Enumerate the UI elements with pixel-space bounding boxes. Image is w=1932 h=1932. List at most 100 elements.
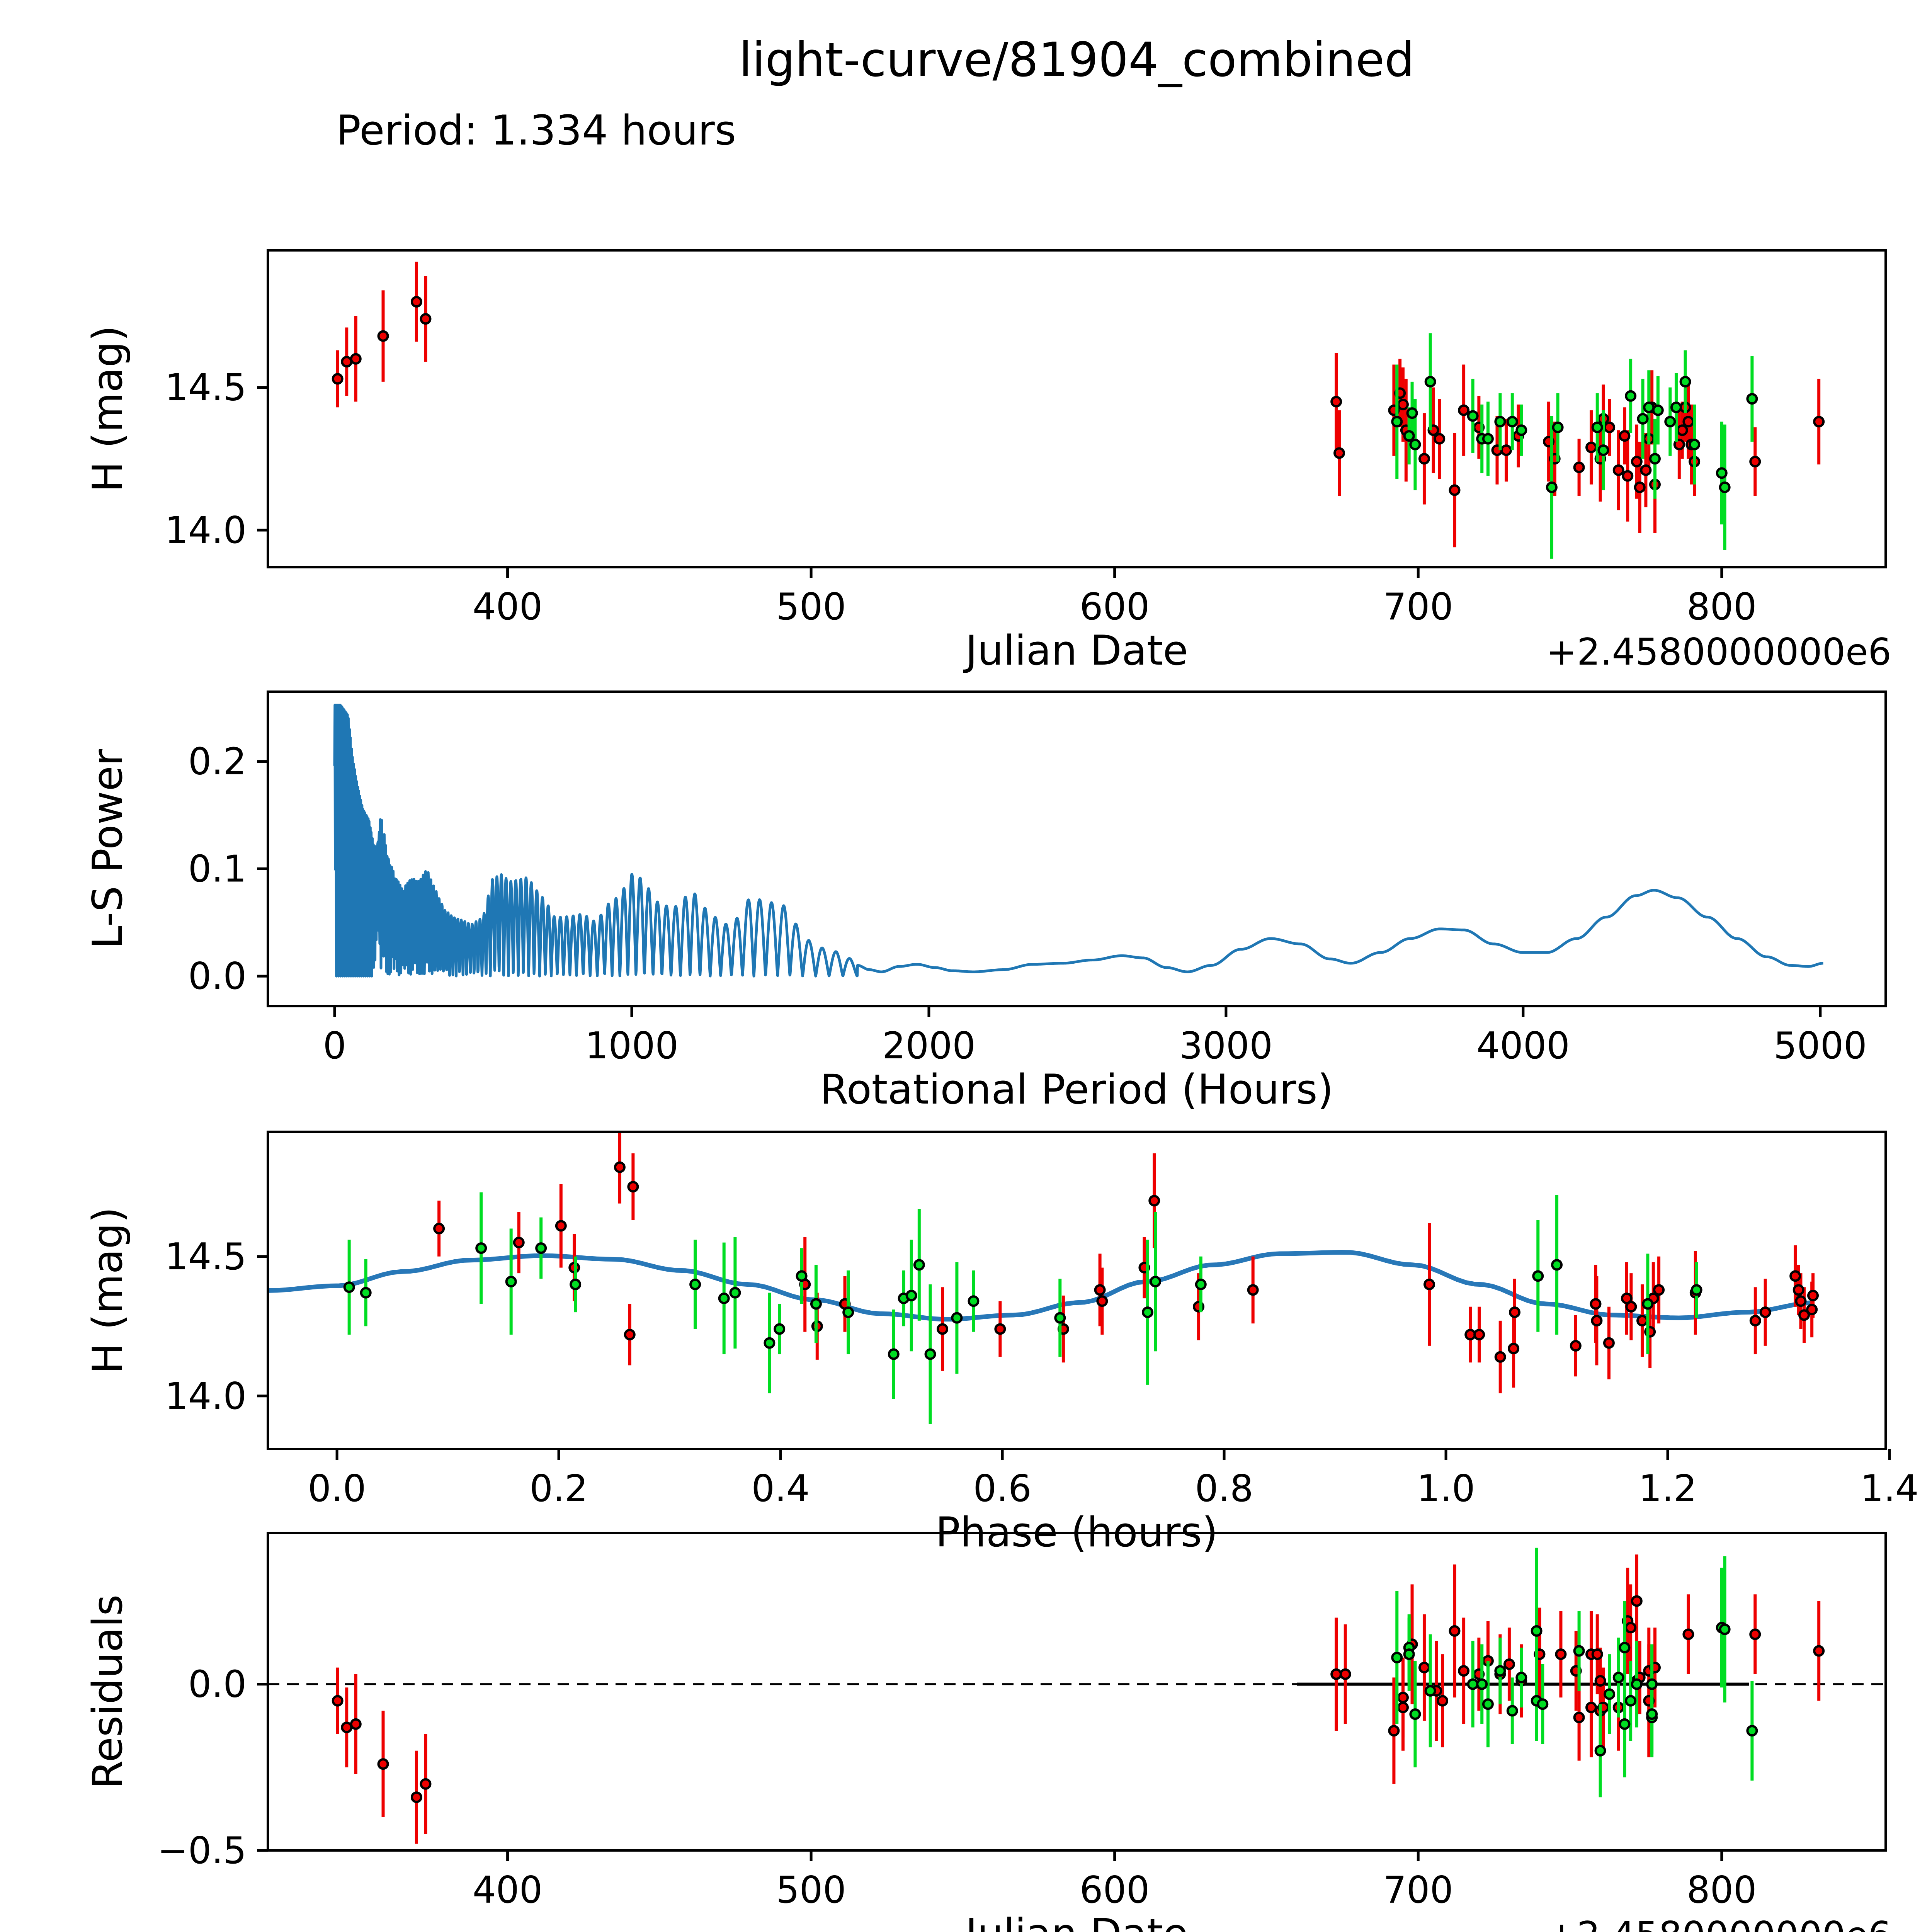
y-axis-label: Residuals bbox=[84, 1595, 131, 1789]
data-point bbox=[1482, 433, 1494, 445]
data-point bbox=[1494, 1351, 1506, 1363]
data-point bbox=[343, 1281, 355, 1293]
data-point bbox=[1719, 1623, 1731, 1635]
data-point bbox=[1682, 1628, 1694, 1640]
x-tick-label: 400 bbox=[473, 586, 543, 628]
data-point bbox=[1054, 1312, 1066, 1324]
x-tick-label: 600 bbox=[1080, 1869, 1150, 1912]
data-point bbox=[1409, 1708, 1421, 1720]
data-point bbox=[624, 1328, 636, 1340]
data-point bbox=[1508, 1343, 1520, 1355]
data-point bbox=[842, 1306, 854, 1318]
data-point bbox=[332, 1695, 344, 1707]
data-point bbox=[1247, 1284, 1259, 1296]
residuals-panel: 400 500 600 700 800 Julian Date +2.4580000000e… bbox=[84, 1532, 1891, 1932]
data-point bbox=[1603, 1337, 1615, 1349]
data-point bbox=[1749, 456, 1761, 468]
x-axis: 400 500 600 700 800 Julian Date +2.4580000000e… bbox=[473, 567, 1891, 674]
x-tick-label: 2000 bbox=[882, 1025, 976, 1067]
data-point bbox=[937, 1323, 949, 1335]
data-point bbox=[1793, 1284, 1804, 1296]
data-point bbox=[1625, 1301, 1637, 1313]
residuals-axes: 400 500 600 700 800 Julian Date +2.4580000000e… bbox=[84, 1532, 1891, 1932]
data-point bbox=[1482, 1698, 1494, 1710]
residuals-plot-area bbox=[268, 1548, 1886, 1844]
data-point bbox=[555, 1220, 567, 1232]
data-point bbox=[1494, 1665, 1506, 1677]
data-point bbox=[1195, 1278, 1207, 1290]
data-point bbox=[1597, 444, 1609, 456]
data-point bbox=[1397, 398, 1409, 410]
data-point bbox=[1552, 422, 1564, 434]
data-point bbox=[1631, 1595, 1643, 1607]
jd-lightcurve-dataset-green bbox=[1391, 333, 1758, 559]
data-point bbox=[1397, 1701, 1409, 1713]
data-point bbox=[1403, 1648, 1415, 1660]
data-point bbox=[1537, 1698, 1549, 1710]
data-point bbox=[1150, 1276, 1162, 1287]
data-point bbox=[1649, 453, 1661, 465]
data-point bbox=[951, 1312, 963, 1324]
data-point bbox=[433, 1223, 445, 1235]
data-point bbox=[1330, 396, 1342, 408]
data-point bbox=[1631, 1678, 1643, 1690]
y-tick-label: 14.5 bbox=[165, 367, 247, 409]
data-point bbox=[1573, 1711, 1585, 1723]
data-point bbox=[1807, 1289, 1819, 1301]
data-point bbox=[1573, 1645, 1585, 1657]
data-point bbox=[1573, 461, 1585, 473]
x-axis-label: Julian Date bbox=[963, 1910, 1188, 1932]
data-point bbox=[764, 1337, 776, 1349]
data-point bbox=[570, 1278, 582, 1290]
data-point bbox=[1555, 1648, 1567, 1660]
y-tick-label: 0.2 bbox=[188, 741, 247, 783]
data-point bbox=[1449, 484, 1461, 496]
data-point bbox=[810, 1298, 822, 1310]
data-point bbox=[1643, 401, 1655, 413]
jd-lightcurve-dataset-red bbox=[332, 262, 1825, 548]
data-point bbox=[1679, 376, 1691, 388]
data-point bbox=[1813, 416, 1825, 428]
data-point bbox=[332, 373, 344, 385]
data-point bbox=[888, 1348, 900, 1360]
data-point bbox=[1621, 1293, 1633, 1304]
data-point bbox=[905, 1289, 917, 1301]
data-point bbox=[1673, 439, 1685, 451]
x-tick-label: 3000 bbox=[1179, 1025, 1273, 1067]
data-point bbox=[913, 1259, 925, 1271]
data-point bbox=[420, 313, 432, 325]
data-point bbox=[718, 1293, 730, 1304]
data-point bbox=[377, 330, 389, 342]
data-point bbox=[968, 1295, 980, 1307]
data-point bbox=[1594, 1675, 1606, 1687]
data-point bbox=[377, 1758, 389, 1770]
data-point bbox=[410, 1791, 422, 1803]
data-point bbox=[535, 1242, 547, 1254]
x-tick-label: 500 bbox=[776, 586, 846, 628]
data-point bbox=[1449, 1625, 1461, 1637]
data-point bbox=[796, 1270, 808, 1282]
data-point bbox=[1759, 1306, 1771, 1318]
data-point bbox=[1689, 439, 1701, 451]
x-tick-label: 0.0 bbox=[308, 1468, 366, 1510]
data-point bbox=[1637, 413, 1649, 425]
data-point bbox=[1500, 444, 1512, 456]
data-point bbox=[1423, 1278, 1435, 1290]
data-point bbox=[1625, 1695, 1637, 1707]
y-axis-label: L-S Power bbox=[84, 749, 131, 949]
data-point bbox=[1467, 1678, 1479, 1690]
x-axis: 0 1000 2000 3000 4000 5000 Rotational Period (… bbox=[323, 1006, 1867, 1113]
data-point bbox=[1437, 1695, 1449, 1707]
periodogram-panel: 0 1000 2000 3000 4000 5000 Rotational Period (… bbox=[84, 690, 1887, 1113]
x-tick-label: 0 bbox=[323, 1025, 346, 1067]
data-point bbox=[1494, 416, 1506, 428]
x-tick-label: 1.4 bbox=[1860, 1468, 1918, 1510]
data-point bbox=[1418, 453, 1430, 465]
data-point bbox=[1719, 481, 1731, 493]
data-point bbox=[994, 1323, 1006, 1335]
data-point bbox=[1391, 416, 1403, 428]
data-point bbox=[1388, 1725, 1400, 1737]
